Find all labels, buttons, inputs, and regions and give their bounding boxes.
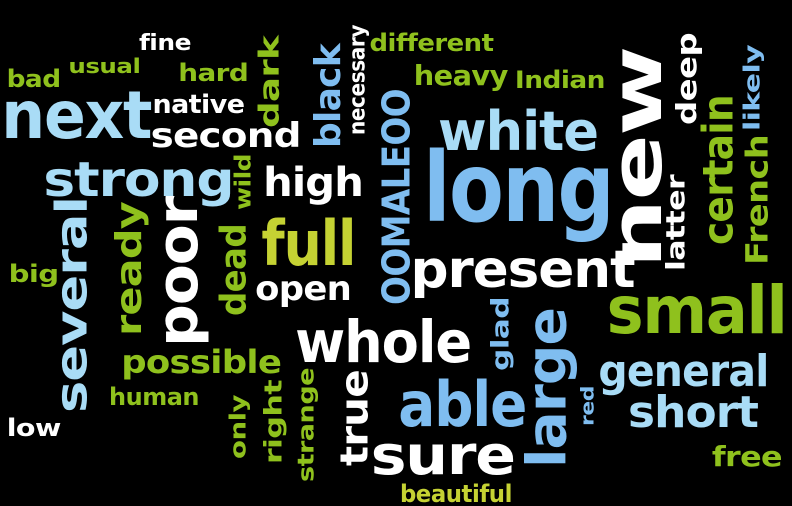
word-necessary: necessary: [345, 24, 370, 136]
word-second: second: [150, 116, 302, 156]
word-long: long: [423, 132, 615, 244]
word-large: large: [516, 308, 579, 468]
word-whole: whole: [295, 308, 472, 376]
word-certain: certain: [693, 95, 742, 245]
word-usual: usual: [67, 54, 140, 78]
word-possible: possible: [120, 343, 282, 381]
word-latter: latter: [661, 174, 691, 272]
word-french: French: [740, 135, 775, 265]
word-beautiful: beautiful: [400, 480, 512, 506]
word-oomaleoo: OOMALEOO: [374, 89, 418, 305]
word-white: white: [438, 100, 599, 163]
word-human: human: [109, 383, 199, 411]
word-several: several: [46, 197, 97, 413]
word-sure: sure: [370, 424, 516, 487]
word-small: small: [607, 272, 788, 349]
word-different: different: [368, 29, 494, 57]
word-full: full: [261, 207, 356, 280]
word-low: low: [6, 414, 62, 442]
word-glad: glad: [486, 297, 514, 371]
word-black: black: [308, 44, 349, 148]
word-only: only: [226, 395, 251, 459]
word-big: big: [8, 260, 60, 288]
word-ready: ready: [108, 202, 150, 336]
word-high: high: [263, 160, 364, 206]
word-fine: fine: [138, 31, 192, 56]
word-open: open: [254, 269, 352, 309]
word-bad: bad: [7, 65, 62, 93]
word-indian: Indian: [514, 66, 606, 94]
word-heavy: heavy: [413, 59, 509, 92]
word-native: native: [152, 90, 245, 120]
word-red: red: [576, 386, 598, 426]
word-general: general: [597, 346, 769, 397]
word-short: short: [627, 387, 759, 438]
word-hard: hard: [177, 59, 249, 87]
word-free: free: [711, 440, 783, 473]
word-able: able: [398, 368, 527, 441]
word-likely: likely: [740, 44, 766, 132]
word-present: present: [409, 240, 635, 300]
word-next: next: [1, 77, 152, 154]
word-dead: dead: [214, 223, 255, 317]
word-dark: dark: [252, 35, 286, 129]
word-strong: strong: [42, 152, 234, 208]
word-right: right: [260, 379, 288, 465]
word-deep: deep: [669, 33, 703, 125]
word-wild: wild: [232, 154, 257, 210]
word-strange: strange: [294, 367, 319, 483]
word-poor: poor: [145, 197, 211, 347]
word-true: true: [331, 370, 376, 466]
